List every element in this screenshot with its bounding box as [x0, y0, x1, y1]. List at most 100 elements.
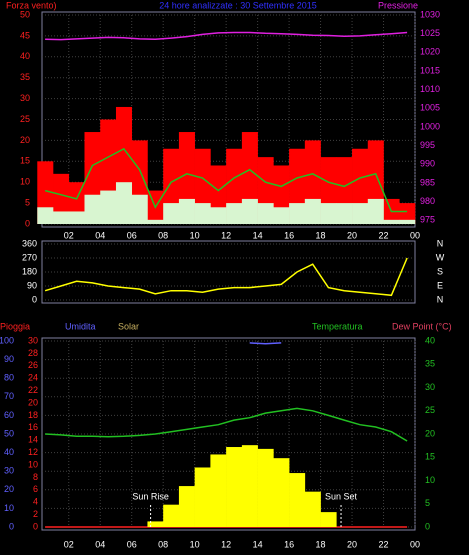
- dew-point-label: Dew Point (°C): [392, 321, 452, 331]
- y-tick-label: 90: [27, 280, 37, 290]
- y2-tick-label: 30: [425, 382, 435, 392]
- y2-tick-label: 0: [425, 521, 430, 531]
- x-tick-label: 14: [253, 539, 263, 549]
- annotation-label: Sun Set: [325, 491, 358, 501]
- x-tick-label: 10: [190, 230, 200, 240]
- bar: [226, 447, 243, 527]
- y-tick-label: 180: [22, 266, 37, 276]
- y-tick-label: 270: [22, 252, 37, 262]
- bar: [53, 173, 70, 224]
- y2-tick-label: 1025: [420, 28, 440, 38]
- y2-tick-label: 1015: [420, 65, 440, 75]
- bar: [147, 219, 164, 224]
- y-tick-label: 30: [20, 93, 30, 103]
- bar: [68, 211, 85, 224]
- bar: [320, 512, 337, 527]
- series-line: [45, 407, 408, 442]
- y-tick-label: 40: [20, 51, 30, 61]
- y3-tick-label: 2: [33, 509, 38, 519]
- y2-tick-label: N: [437, 238, 444, 248]
- y3-tick-label: 20: [28, 397, 38, 407]
- x-tick-label: 16: [284, 230, 294, 240]
- annotation-label: Sun Rise: [132, 491, 169, 501]
- bar: [210, 454, 227, 527]
- x-tick-label: 00: [410, 539, 420, 549]
- legend-label: Temperatura: [312, 321, 363, 331]
- y3-tick-label: 0: [33, 521, 38, 531]
- bar: [84, 194, 101, 224]
- y-tick-label: 10: [4, 503, 14, 513]
- y-tick-label: 80: [4, 373, 14, 383]
- y2-tick-label: 5: [425, 498, 430, 508]
- x-tick-label: 04: [95, 230, 105, 240]
- x-tick-label: 02: [64, 230, 74, 240]
- bar: [147, 521, 164, 527]
- legend-label: Pioggia: [0, 321, 30, 331]
- bar: [289, 473, 306, 527]
- y2-tick-label: 1000: [420, 121, 440, 131]
- x-tick-label: 10: [190, 539, 200, 549]
- chart-title: 24 hore analizzate : 30 Settembre 2015: [159, 0, 317, 10]
- legend-label: Umidita: [65, 321, 96, 331]
- y-tick-label: 100: [0, 335, 14, 345]
- y-tick-label: 5: [25, 197, 30, 207]
- y-tick-label: 20: [4, 484, 14, 494]
- x-tick-label: 02: [64, 539, 74, 549]
- y3-tick-label: 22: [28, 385, 38, 395]
- y-tick-label: 25: [20, 114, 30, 124]
- x-tick-label: 08: [158, 539, 168, 549]
- y3-tick-label: 28: [28, 348, 38, 358]
- bar: [273, 458, 290, 527]
- y3-tick-label: 14: [28, 435, 38, 445]
- y3-tick-label: 4: [33, 497, 38, 507]
- wind-axis-label: Forza vento): [6, 0, 57, 10]
- y2-tick-label: S: [437, 266, 443, 276]
- y3-tick-label: 10: [28, 459, 38, 469]
- bar: [100, 190, 117, 224]
- x-tick-label: 22: [379, 539, 389, 549]
- y2-tick-label: 975: [420, 215, 435, 225]
- y2-tick-label: 20: [425, 428, 435, 438]
- y3-tick-label: 12: [28, 447, 38, 457]
- bar: [289, 203, 306, 224]
- x-tick-label: 06: [127, 230, 137, 240]
- y3-tick-label: 8: [33, 472, 38, 482]
- x-tick-label: 20: [347, 539, 357, 549]
- y2-tick-label: 25: [425, 405, 435, 415]
- bar: [336, 203, 353, 224]
- y-tick-label: 40: [4, 447, 14, 457]
- y-tick-label: 30: [4, 466, 14, 476]
- bar: [178, 198, 195, 224]
- bar: [178, 486, 195, 527]
- y-tick-label: 10: [20, 177, 30, 187]
- y2-tick-label: 40: [425, 335, 435, 345]
- series-line: [44, 257, 408, 297]
- x-tick-label: 14: [253, 230, 263, 240]
- y2-tick-label: 10: [425, 475, 435, 485]
- series-line: [44, 147, 408, 213]
- y2-tick-label: 15: [425, 452, 435, 462]
- bar: [115, 182, 133, 224]
- y2-tick-label: E: [437, 280, 443, 290]
- pressure-axis-label: Pressione: [378, 0, 418, 10]
- y-tick-label: 15: [20, 156, 30, 166]
- y-tick-label: 45: [20, 30, 30, 40]
- y-tick-label: 90: [4, 354, 14, 364]
- y-tick-label: 70: [4, 391, 14, 401]
- bar: [304, 491, 321, 527]
- bar: [37, 207, 54, 224]
- bar: [304, 198, 321, 224]
- bar: [399, 219, 416, 224]
- y3-tick-label: 26: [28, 360, 38, 370]
- series-line: [45, 31, 408, 41]
- bar: [257, 203, 274, 224]
- y-tick-label: 60: [4, 410, 14, 420]
- bar: [194, 467, 211, 527]
- bar: [257, 448, 274, 527]
- x-tick-label: 16: [284, 539, 294, 549]
- bar: [131, 194, 148, 224]
- bar: [194, 203, 211, 224]
- bar: [399, 203, 416, 224]
- bar: [241, 445, 258, 527]
